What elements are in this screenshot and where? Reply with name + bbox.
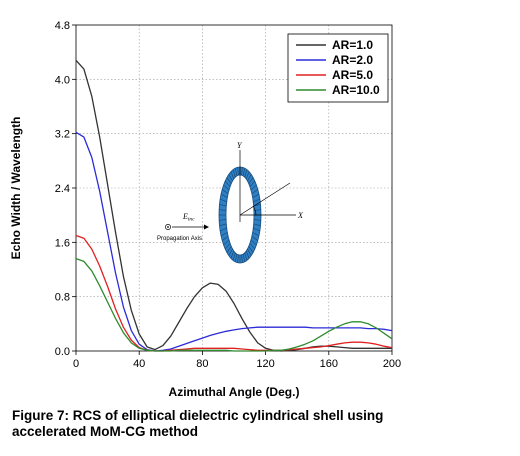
shell-cell-divider bbox=[219, 223, 227, 226]
shell-cell-divider bbox=[253, 223, 261, 226]
shell-cell-divider bbox=[232, 252, 236, 261]
x-tick-label: 0 bbox=[73, 358, 79, 370]
shell-cell-divider bbox=[226, 177, 232, 184]
y-tick-label: 0.0 bbox=[55, 346, 70, 358]
x-tick-label: 80 bbox=[196, 358, 208, 370]
y-axis-ticks: 0.0 0.8 1.6 2.4 3.2 4.0 4.8 bbox=[55, 20, 76, 358]
y-axis-label: Echo Width / Wavelength bbox=[9, 117, 23, 260]
y-tick-label: 1.6 bbox=[55, 237, 70, 249]
y-tick-label: 4.0 bbox=[55, 74, 70, 86]
shell-cell-divider bbox=[249, 243, 256, 250]
shell-cell-divider bbox=[220, 227, 227, 232]
shell-cell-divider bbox=[241, 254, 243, 263]
shell-cell-divider bbox=[220, 193, 228, 198]
shell-cell-divider bbox=[220, 198, 227, 203]
shell-cell-divider bbox=[223, 184, 230, 191]
shell-cell-divider bbox=[241, 167, 243, 176]
inset-x-label: X bbox=[297, 211, 304, 220]
shell-cell-divider bbox=[245, 250, 250, 259]
inset-radial-line bbox=[239, 182, 291, 216]
x-tick-label: 120 bbox=[256, 358, 274, 370]
shell-cell-divider bbox=[250, 184, 257, 191]
shell-cell-divider bbox=[242, 168, 245, 177]
x-tick-label: 200 bbox=[383, 358, 401, 370]
shell-cell-divider bbox=[232, 169, 236, 178]
shell-cell-divider bbox=[247, 174, 252, 182]
shell-cell-divider bbox=[253, 219, 261, 221]
shell-cell-divider bbox=[226, 246, 232, 253]
y-tick-label: 0.8 bbox=[55, 292, 70, 304]
series-line-2 bbox=[75, 131, 393, 352]
geometry-inset: Y X Einc Propagation Axis bbox=[157, 141, 304, 264]
shell-cell-divider bbox=[220, 232, 228, 237]
shell-cell-divider bbox=[235, 168, 238, 177]
shell-cell-divider bbox=[219, 219, 227, 221]
shell-cell-divider bbox=[245, 171, 250, 180]
shell-cell-divider bbox=[252, 232, 260, 237]
shell-cell-divider bbox=[219, 209, 227, 211]
field-label: Einc bbox=[182, 212, 195, 223]
shell-cell-divider bbox=[250, 239, 257, 246]
shell-cell-divider bbox=[223, 239, 230, 246]
x-axis-ticks: 0 40 80 120 160 200 bbox=[73, 351, 401, 370]
shell-cell-divider bbox=[237, 167, 239, 176]
y-tick-label: 4.8 bbox=[55, 20, 70, 32]
shell-cell-divider bbox=[228, 174, 233, 182]
y-tick-label: 2.4 bbox=[55, 183, 70, 195]
caption-line-2: accelerated MoM-CG method bbox=[12, 424, 199, 439]
x-axis-label: Azimuthal Angle (Deg.) bbox=[169, 385, 300, 399]
legend-label: AR=2.0 bbox=[332, 53, 373, 67]
shell-cell-divider bbox=[247, 248, 252, 256]
shell-cell-divider bbox=[237, 254, 239, 263]
shell-cell-divider bbox=[253, 227, 260, 232]
x-tick-label: 160 bbox=[320, 358, 338, 370]
inset-y-label: Y bbox=[237, 141, 243, 150]
shell-cell-divider bbox=[242, 253, 245, 262]
shell-cell-divider bbox=[224, 180, 231, 187]
propagation-axis-label: Propagation Axis bbox=[157, 236, 202, 242]
legend: AR=1.0AR=2.0AR=5.0AR=10.0 bbox=[287, 33, 389, 103]
shell-cell-divider bbox=[228, 248, 233, 256]
shell-cell-divider bbox=[251, 189, 258, 194]
series-line-1 bbox=[75, 59, 392, 352]
shell-cell-divider bbox=[249, 180, 256, 187]
legend-label: AR=1.0 bbox=[332, 38, 373, 52]
propagation-dot-icon bbox=[165, 224, 171, 230]
shell-cell-divider bbox=[253, 198, 260, 203]
shell-cell-divider bbox=[230, 250, 235, 259]
propagation-dot-center bbox=[167, 226, 169, 228]
shell-cell-divider bbox=[244, 252, 248, 261]
series-line-4 bbox=[75, 257, 393, 352]
x-tick-label: 40 bbox=[133, 358, 145, 370]
shell-cell-divider bbox=[251, 236, 258, 241]
legend-label: AR=10.0 bbox=[332, 83, 380, 97]
shell-cell-divider bbox=[230, 171, 235, 180]
field-arrow-head-icon bbox=[204, 224, 209, 230]
caption-line-1: Figure 7: RCS of elliptical dielectric c… bbox=[12, 408, 384, 423]
shell-cell-divider bbox=[222, 236, 229, 241]
shell-cell-divider bbox=[252, 193, 260, 198]
rcs-chart: 0 40 80 120 160 200 0.0 0.8 1.6 2.4 3.2 4.0 4.8 Azi… bbox=[9, 20, 401, 399]
shell-cell-divider bbox=[244, 169, 248, 178]
legend-label: AR=5.0 bbox=[332, 68, 373, 82]
figure-caption: Figure 7: RCS of elliptical dielectric c… bbox=[12, 408, 512, 440]
series-lines bbox=[75, 59, 393, 352]
shell-cell-divider bbox=[248, 246, 254, 253]
series-line-3 bbox=[75, 234, 393, 352]
y-tick-label: 3.2 bbox=[55, 129, 70, 141]
shell-cell-divider bbox=[248, 177, 254, 184]
shell-cell-divider bbox=[235, 253, 238, 262]
shell-cell-divider bbox=[224, 243, 231, 250]
shell-cell-divider bbox=[222, 189, 229, 194]
shell-cell-divider bbox=[219, 204, 227, 207]
inset-angle-arc bbox=[252, 205, 257, 216]
